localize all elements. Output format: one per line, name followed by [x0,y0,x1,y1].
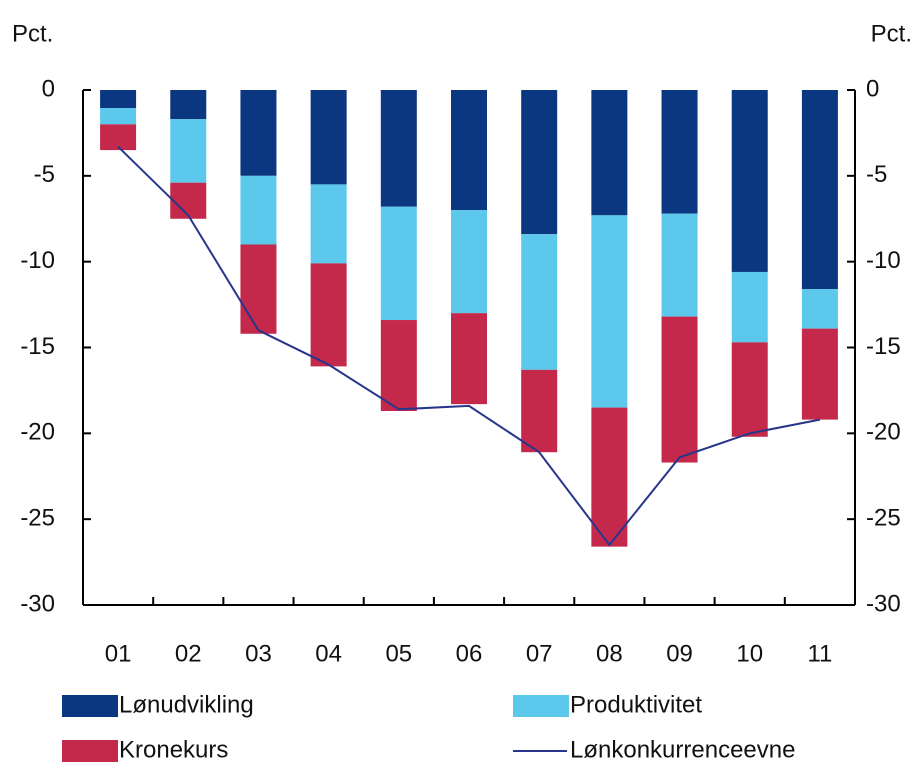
bar-segment [170,119,207,183]
y-axis-label: Pct. [12,20,53,47]
bar-segment [591,407,628,547]
bar-segment [661,213,698,317]
bar-segment [521,90,558,235]
legend-swatch [62,740,118,762]
y2-tick-label: -30 [866,590,901,617]
bar-segment [380,320,417,412]
bar-segment [170,90,207,120]
x-tick-label: 06 [456,640,483,667]
bar-segment [661,90,698,214]
bar-segment [310,90,347,185]
bar-segment [591,215,628,408]
bar-segment [100,124,137,151]
line [117,145,821,547]
bar-segment [801,90,838,290]
bar-segment [380,90,417,207]
bar-segment [661,316,698,463]
legend-swatch [62,695,118,717]
bar-segment [240,175,277,245]
x-tick-label: 07 [526,640,553,667]
y-tick-label: -15 [20,333,55,360]
y-tick-label: -25 [20,505,55,532]
y-tick-label: -10 [20,247,55,274]
bar-segment [240,244,277,334]
bar-segment [801,328,838,420]
bar-segment [591,90,628,216]
bar-segment [100,108,137,125]
x-tick-label: 10 [736,640,763,667]
bar-segment [451,210,487,314]
bar-segment [801,289,838,329]
x-tick-label: 05 [385,640,412,667]
bar-segment [731,342,768,437]
x-tick-label: 01 [105,640,132,667]
x-tick-label: 03 [245,640,272,667]
y2-tick-label: -10 [866,247,901,274]
bar-segment [731,271,768,343]
y2-tick-label: -15 [866,333,901,360]
bar-segment [170,182,207,219]
x-tick-label: 08 [596,640,623,667]
bar-segment [451,313,487,405]
bar-segment [310,263,347,367]
bar-segment [521,234,558,370]
bar-segment [521,369,558,453]
y2-tick-label: -5 [866,161,887,188]
bar-segment [380,206,417,321]
bar-segment [451,90,487,211]
y-tick-label: -20 [20,419,55,446]
x-tick-label: 11 [807,640,832,667]
y-tick-label: -5 [34,161,55,188]
legend-swatch [513,695,569,717]
y2-tick-label: -25 [866,505,901,532]
y2-tick-label: 0 [866,75,879,102]
bar-segment [731,90,768,272]
x-tick-label: 02 [175,640,202,667]
legend-label: Lønkonkurrenceevne [570,736,795,763]
y2-axis-label: Pct. [871,20,912,47]
legend-label: Lønudvikling [119,691,254,718]
x-tick-label: 04 [315,640,342,667]
y-tick-label: 0 [42,75,55,102]
bar-segment [100,90,137,109]
legend-label: Produktivitet [570,691,702,718]
bar-segment [240,90,277,176]
legend-label: Kronekurs [119,736,228,763]
bar-segment [310,184,347,264]
x-tick-label: 09 [666,640,693,667]
y-tick-label: -30 [20,590,55,617]
y2-tick-label: -20 [866,419,901,446]
